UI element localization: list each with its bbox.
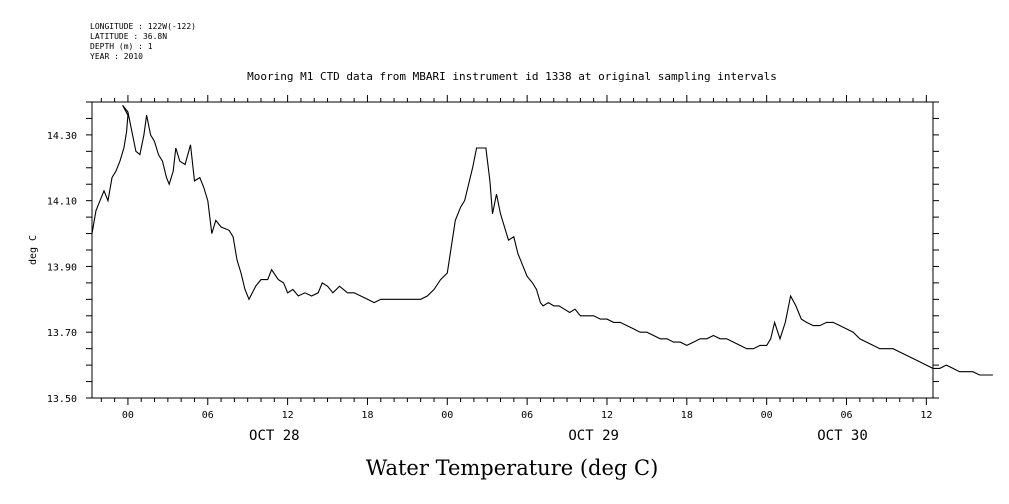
chart-title: Mooring M1 CTD data from MBARI instrumen… bbox=[247, 70, 777, 83]
x-tick-label: 00 bbox=[122, 410, 134, 421]
x-axis-label: Water Temperature (deg C) bbox=[366, 456, 659, 480]
metadata-depth: DEPTH (m) : 1 bbox=[90, 42, 153, 51]
metadata-block: LONGITUDE : 122W(-122) LATITUDE : 36.8N … bbox=[90, 22, 196, 62]
day-label: OCT 30 bbox=[817, 428, 868, 444]
x-tick-label: 12 bbox=[601, 410, 613, 421]
day-labels: OCT 28 OCT 29 OCT 30 bbox=[249, 428, 868, 444]
x-tick-label: 00 bbox=[761, 410, 773, 421]
x-tick-label: 18 bbox=[361, 410, 373, 421]
y-tick-label: 14.10 bbox=[47, 197, 77, 208]
day-label: OCT 29 bbox=[568, 428, 619, 444]
x-tick-label: 12 bbox=[282, 410, 294, 421]
x-tick-label: 06 bbox=[521, 410, 533, 421]
x-axis: 00 06 12 18 00 06 12 18 00 06 12 bbox=[100, 95, 932, 421]
y-tick-label: 13.70 bbox=[47, 328, 77, 339]
x-tick-label: 06 bbox=[202, 410, 214, 421]
x-tick-label: 00 bbox=[441, 410, 453, 421]
x-tick-label: 06 bbox=[840, 410, 852, 421]
metadata-longitude: LONGITUDE : 122W(-122) bbox=[90, 22, 196, 31]
y-axis-label: deg C bbox=[28, 235, 39, 265]
plot-frame bbox=[91, 101, 934, 399]
x-tick-label: 18 bbox=[681, 410, 693, 421]
y-tick-label: 14.30 bbox=[47, 131, 77, 142]
y-axis: 13.50 13.70 13.90 14.10 14.30 bbox=[47, 101, 939, 405]
metadata-latitude: LATITUDE : 36.8N bbox=[90, 32, 168, 41]
x-tick-label: 12 bbox=[920, 410, 932, 421]
metadata-year: YEAR : 2010 bbox=[90, 52, 143, 61]
series-line-water-temperature bbox=[91, 104, 993, 376]
y-tick-label: 13.50 bbox=[47, 394, 77, 405]
y-tick-label: 13.90 bbox=[47, 262, 77, 273]
day-label: OCT 28 bbox=[249, 428, 300, 444]
